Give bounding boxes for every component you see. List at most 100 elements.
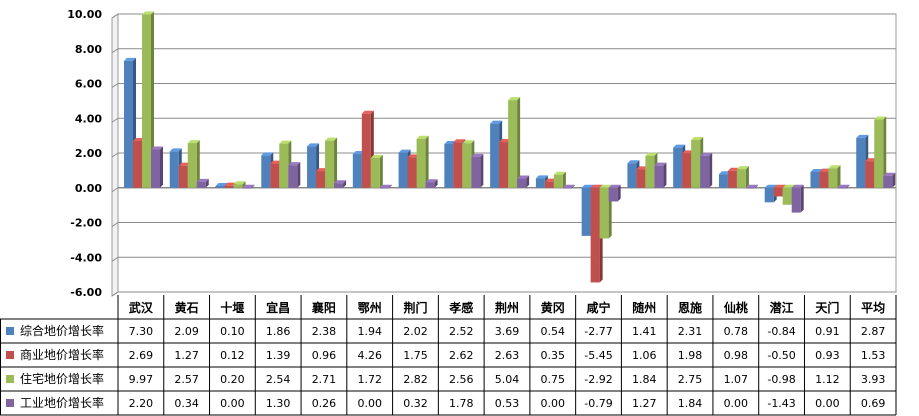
bar-top (874, 116, 887, 120)
grid-layer (111, 13, 897, 297)
bar-top (553, 171, 566, 175)
bar-top (288, 162, 301, 166)
table-cell: 2.20 (129, 397, 154, 410)
y-tick-label: 6.00 (75, 78, 102, 91)
bar-side (571, 184, 575, 189)
bar-住宅地价增长率-鄂州 (370, 154, 383, 188)
category-label: 武汉 (129, 300, 154, 315)
bar-front (288, 165, 298, 188)
bar-front (224, 185, 234, 188)
bar-front (361, 113, 371, 188)
table-cell: 2.56 (449, 373, 474, 386)
bar-front (773, 187, 783, 197)
bar-front (124, 60, 133, 188)
bar-front (736, 169, 746, 188)
bar-top (673, 144, 686, 148)
table-cell: 2.57 (174, 373, 199, 386)
table-cell: 1.94 (357, 325, 382, 338)
bar-front (562, 187, 572, 189)
table-cell: 2.31 (678, 325, 703, 338)
bar-front (508, 100, 518, 188)
category-label: 荆门 (403, 300, 427, 315)
bar-front (645, 155, 655, 188)
bar-top (837, 184, 850, 188)
table-cell: -0.98 (767, 373, 795, 386)
table-cell: 0.00 (541, 397, 566, 410)
gridline-depth (111, 256, 119, 262)
table-cell: 2.02 (403, 325, 428, 338)
table-cell: 0.69 (861, 397, 886, 410)
category-label: 咸宁 (587, 300, 611, 315)
bar-front (874, 119, 884, 188)
gridline-depth (111, 152, 119, 158)
gridline-depth (111, 291, 119, 297)
bar-工业地价增长率-平均 (883, 172, 896, 188)
bar-front (764, 187, 774, 203)
bar-side (379, 154, 383, 188)
table-cell: 2.63 (495, 349, 520, 362)
bar-side (883, 116, 887, 188)
bar-工业地价增长率-宜昌 (288, 162, 301, 188)
bar-front (270, 163, 280, 188)
bar-front (279, 143, 289, 188)
bar-front (544, 181, 554, 188)
category-label: 恩施 (678, 300, 702, 315)
bar-top (691, 136, 704, 140)
table-cell: 0.75 (541, 373, 566, 386)
bar-front (352, 154, 362, 188)
bar-top (124, 57, 136, 61)
bar-工业地价增长率-恩施 (700, 152, 713, 188)
table-cell: 0.78 (724, 325, 749, 338)
table-cell: 0.00 (357, 397, 382, 410)
bar-top (462, 140, 475, 144)
bar-top (535, 175, 548, 179)
bar-住宅地价增长率-荆州 (508, 97, 521, 188)
gridline-depth (111, 187, 119, 193)
bar-front (819, 171, 829, 188)
bar-side (892, 172, 896, 188)
bar-side (388, 184, 392, 189)
bar-top (334, 180, 347, 184)
bar-住宅地价增长率-十堰 (233, 181, 246, 188)
bar-top (196, 178, 209, 182)
bar-top (745, 184, 758, 188)
bar-top (416, 135, 429, 139)
category-label: 黄石 (175, 300, 199, 315)
category-label: 仙桃 (724, 300, 748, 315)
bar-front (654, 165, 664, 188)
table-cell: 0.26 (312, 397, 337, 410)
y-tick-label: 8.00 (75, 43, 102, 56)
bar-top (370, 154, 383, 158)
table-cell: 0.96 (312, 349, 337, 362)
table-cell: 2.38 (312, 325, 337, 338)
bar-front (745, 187, 755, 189)
bar-front (453, 142, 463, 188)
table-cell: 0.53 (495, 397, 520, 410)
legend-swatch (6, 327, 14, 335)
y-tick-label: 0.00 (75, 182, 102, 195)
table-cell: 1.06 (632, 349, 657, 362)
legend-swatch (6, 351, 14, 359)
table-cell: -0.79 (584, 397, 612, 410)
bar-side (526, 175, 530, 188)
bar-top (517, 175, 530, 179)
category-label: 潜江 (770, 300, 794, 315)
table-cell: 0.10 (220, 325, 245, 338)
bar-side (251, 184, 255, 189)
bar-工业地价增长率-咸宁 (608, 184, 621, 202)
bar-top (425, 179, 438, 183)
bar-front (517, 178, 527, 188)
bar-top (782, 184, 795, 188)
table-cell: -5.45 (584, 349, 612, 362)
bar-front (499, 142, 509, 188)
bar-front (187, 143, 197, 188)
table-cell: 2.87 (861, 325, 886, 338)
axis-layer: 10.00 8.00 6.00 4.00 2.00 0.00 -2.00 -4.00 -6.00 (67, 8, 102, 299)
table-cell: 2.71 (312, 373, 337, 386)
bar-front (316, 171, 326, 188)
bar-front (791, 187, 801, 213)
bar-top (215, 183, 228, 187)
category-label: 孝感 (448, 300, 473, 315)
legend-swatch (6, 375, 14, 383)
